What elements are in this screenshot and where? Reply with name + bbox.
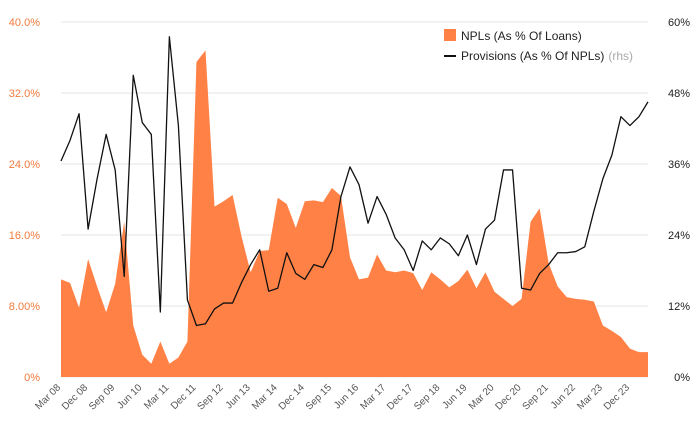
provisions-line-layer xyxy=(60,36,649,327)
y-right-tick-3: 36% xyxy=(668,159,690,171)
x-tick-19: Jun 22 xyxy=(549,382,578,411)
x-tick-4: Mar 11 xyxy=(142,382,172,412)
x-tick-13: Dec 17 xyxy=(385,382,415,412)
legend-swatch-npl xyxy=(444,29,456,41)
y-right-tick-4: 48% xyxy=(668,88,690,100)
y-right-tick-5: 60% xyxy=(668,17,690,29)
x-tick-7: Jun 13 xyxy=(224,382,253,411)
x-tick-6: Sep 12 xyxy=(195,382,225,412)
legend-provisions-name: Provisions (As % Of NPLs) xyxy=(461,49,604,63)
provisions-line xyxy=(60,36,649,327)
x-tick-15: Jun 19 xyxy=(440,382,469,411)
x-tick-10: Sep 15 xyxy=(304,382,334,412)
y-right-tick-2: 24% xyxy=(668,230,690,242)
x-tick-0: Mar 08 xyxy=(33,382,63,412)
x-tick-18: Sep 21 xyxy=(521,382,551,412)
x-tick-5: Dec 11 xyxy=(169,382,199,412)
y-left-tick-5: 40.0% xyxy=(9,17,40,29)
x-tick-12: Mar 17 xyxy=(358,382,388,412)
legend-label-npl: NPLs (As % Of Loans) xyxy=(461,29,582,43)
y-right-tick-1: 12% xyxy=(668,301,690,313)
y-right-tick-0: 0% xyxy=(674,372,690,384)
x-tick-8: Mar 14 xyxy=(250,382,280,412)
x-tick-9: Dec 14 xyxy=(277,382,307,412)
legend-label-provisions: Provisions (As % Of NPLs) (rhs) xyxy=(461,49,633,63)
npl-area xyxy=(61,50,648,378)
x-tick-11: Jun 16 xyxy=(332,382,361,411)
y-left-tick-2: 16.0% xyxy=(9,230,40,242)
x-tick-17: Dec 20 xyxy=(494,382,524,412)
x-tick-2: Sep 09 xyxy=(87,382,117,412)
x-tick-16: Mar 20 xyxy=(467,382,497,412)
x-tick-14: Sep 18 xyxy=(412,382,442,412)
legend: NPLs (As % Of Loans) Provisions (As % Of… xyxy=(444,29,633,63)
npl-area-layer xyxy=(61,50,648,378)
y-axis-left: 0% 8.00% 16.0% 24.0% 32.0% 40.0% xyxy=(9,17,40,384)
y-left-tick-0: 0% xyxy=(24,372,40,384)
x-tick-21: Dec 23 xyxy=(602,382,632,412)
y-left-tick-4: 32.0% xyxy=(9,88,40,100)
y-left-tick-3: 24.0% xyxy=(9,159,40,171)
y-axis-right: 0% 12% 24% 36% 48% 60% xyxy=(668,17,690,384)
x-tick-3: Jun 10 xyxy=(115,382,144,411)
x-tick-1: Dec 08 xyxy=(60,382,90,412)
x-tick-20: Mar 23 xyxy=(575,382,605,412)
y-left-tick-1: 8.00% xyxy=(9,301,40,313)
legend-provisions-suffix: (rhs) xyxy=(608,49,633,63)
